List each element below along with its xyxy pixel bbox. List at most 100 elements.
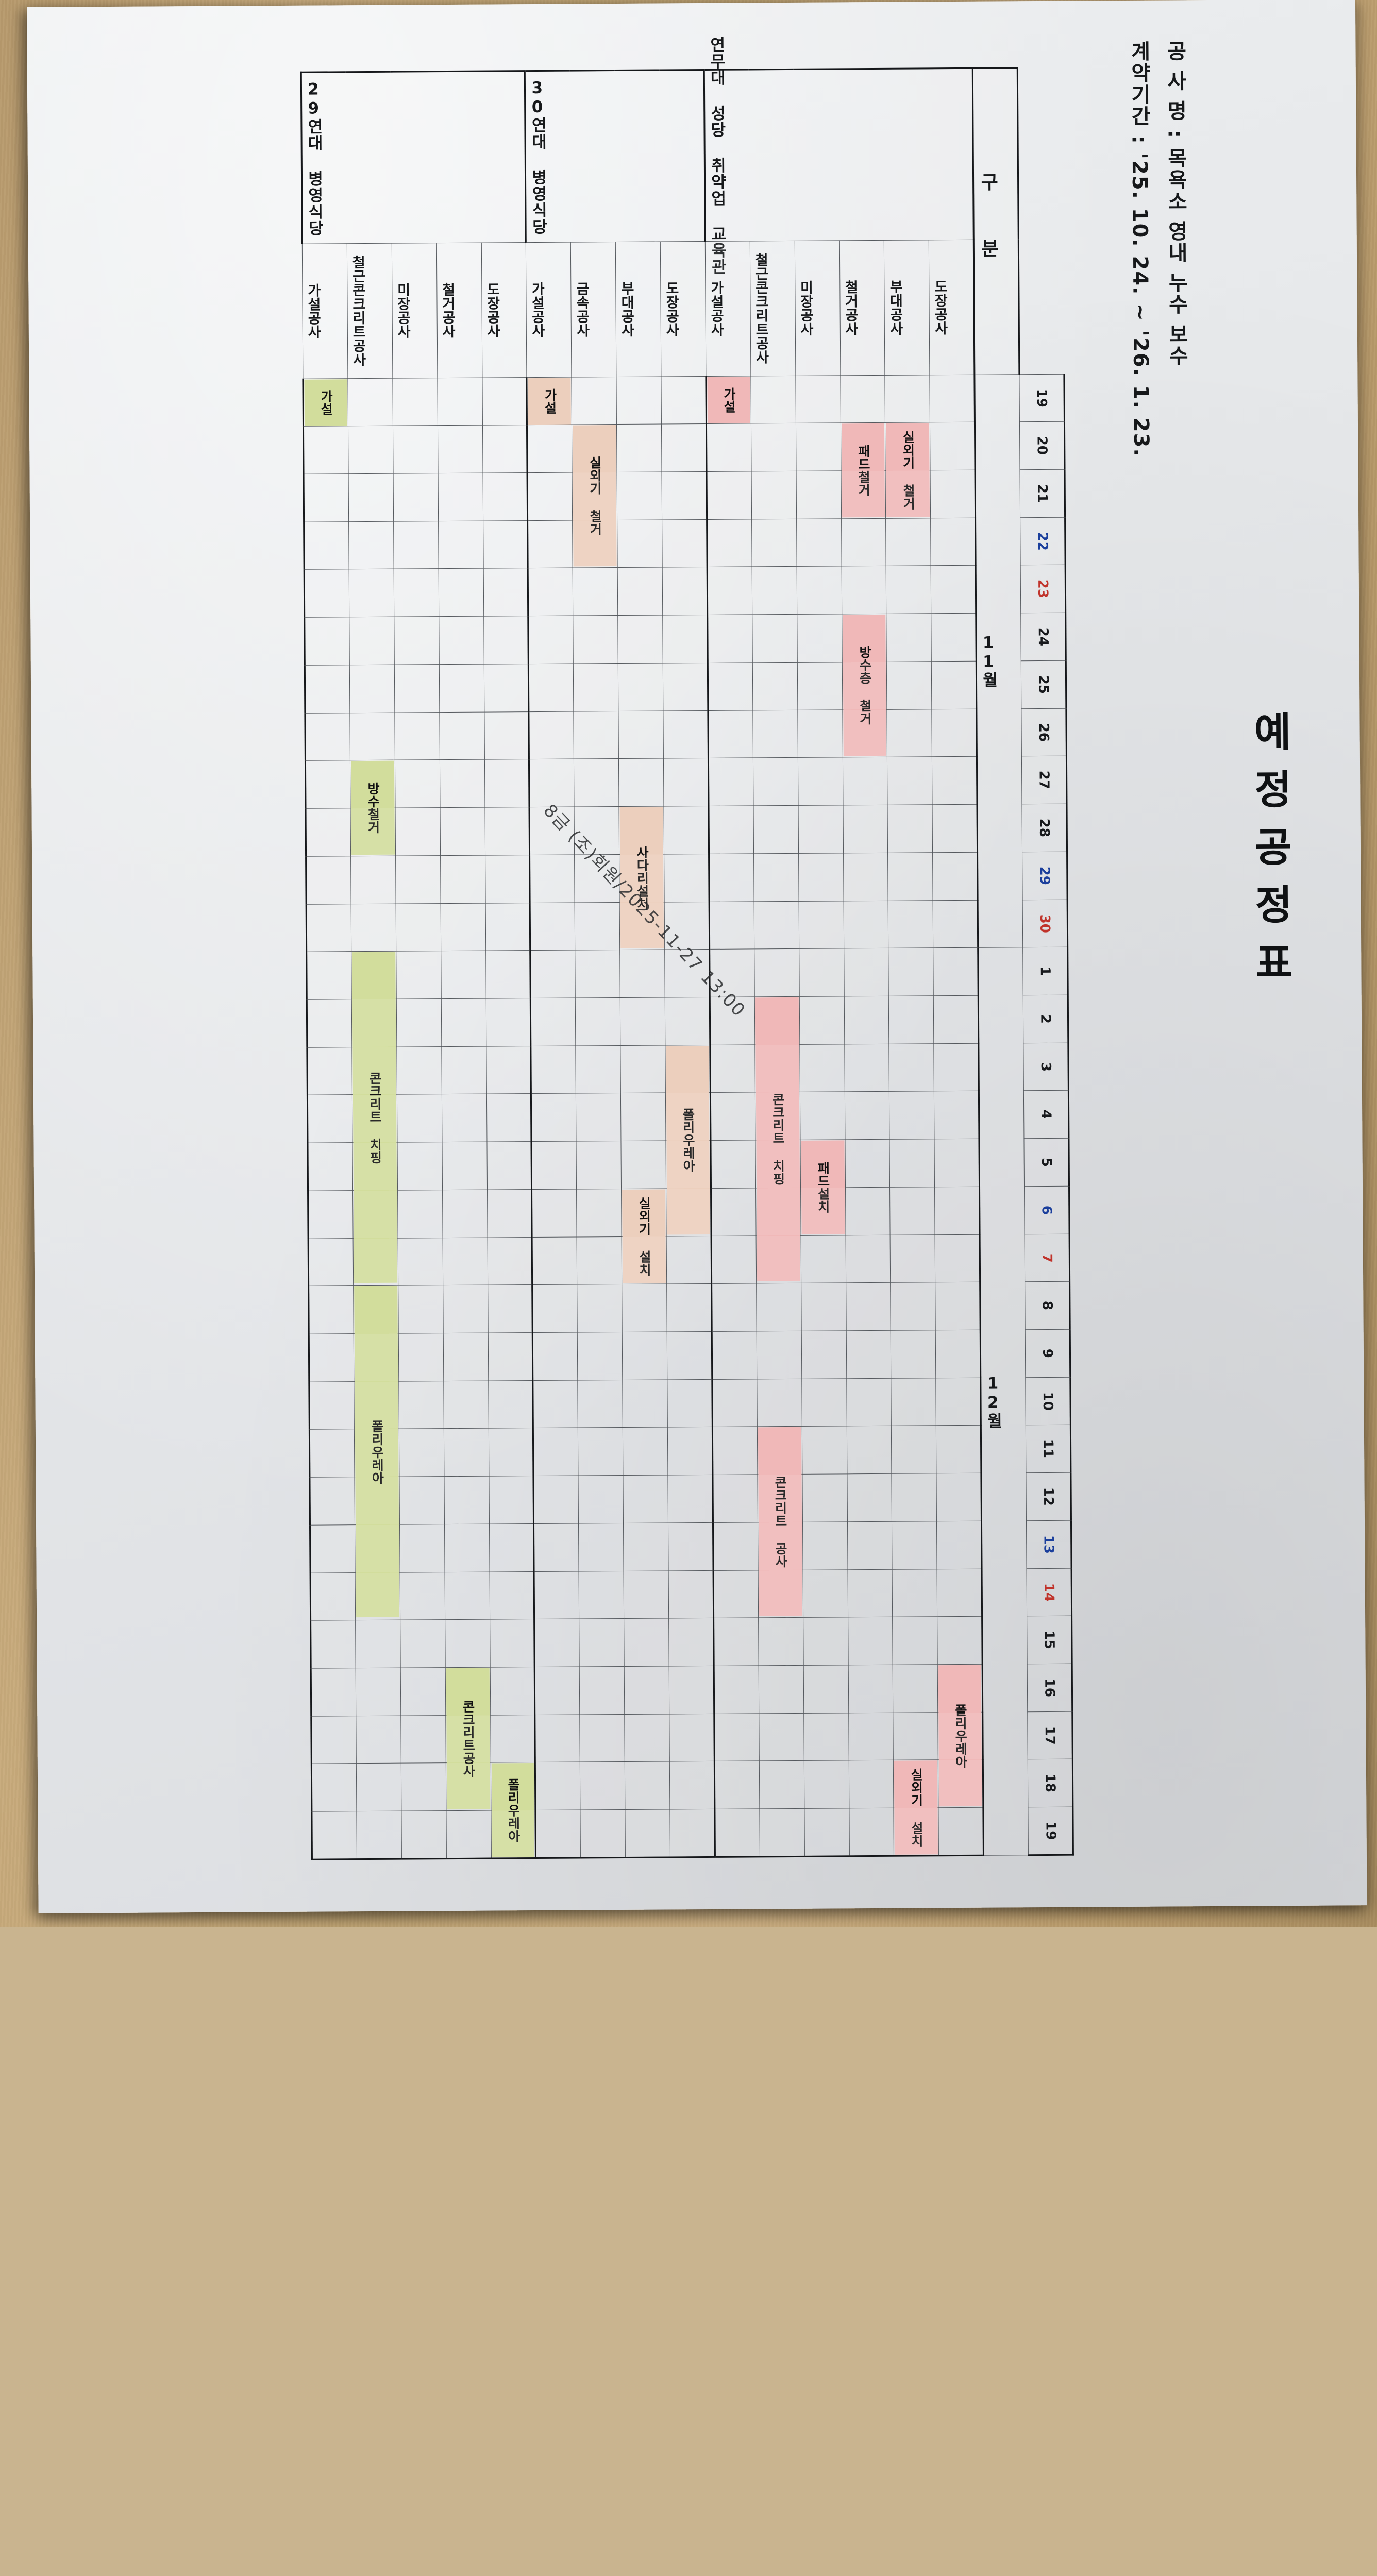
schedule-cell[interactable]	[490, 1619, 535, 1668]
schedule-cell[interactable]	[848, 1760, 894, 1808]
schedule-cell[interactable]	[349, 617, 395, 665]
schedule-cell[interactable]	[797, 614, 842, 663]
schedule-cell[interactable]	[356, 1763, 401, 1811]
schedule-cell[interactable]	[713, 1522, 758, 1570]
schedule-cell[interactable]	[488, 1332, 533, 1381]
schedule-cell[interactable]	[309, 1477, 355, 1526]
schedule-cell[interactable]	[483, 520, 528, 569]
schedule-cell[interactable]	[349, 712, 395, 761]
schedule-cell[interactable]	[756, 1283, 801, 1331]
schedule-cell[interactable]	[441, 998, 486, 1047]
schedule-cell[interactable]	[663, 806, 709, 854]
schedule-cell[interactable]	[306, 808, 351, 857]
schedule-cell[interactable]	[442, 1094, 487, 1142]
schedule-cell[interactable]	[572, 520, 618, 568]
schedule-cell[interactable]	[482, 425, 528, 473]
schedule-cell[interactable]	[577, 1332, 623, 1380]
schedule-cell[interactable]	[307, 1142, 353, 1191]
schedule-cell[interactable]	[938, 1759, 984, 1808]
schedule-cell[interactable]	[393, 521, 439, 569]
schedule-cell[interactable]: 실외기 설치	[893, 1760, 939, 1855]
schedule-cell[interactable]	[351, 903, 396, 952]
schedule-cell[interactable]	[666, 1188, 711, 1236]
schedule-cell[interactable]	[755, 1188, 801, 1236]
schedule-cell[interactable]	[711, 1235, 757, 1284]
schedule-cell[interactable]	[308, 1190, 353, 1239]
schedule-cell[interactable]	[798, 853, 844, 901]
schedule-cell[interactable]	[759, 1713, 804, 1761]
schedule-cell[interactable]	[664, 854, 710, 902]
schedule-cell[interactable]: 폴리우레아	[937, 1664, 983, 1807]
schedule-cell[interactable]	[399, 1524, 445, 1572]
schedule-cell[interactable]	[753, 853, 799, 902]
schedule-cell[interactable]	[355, 1572, 400, 1620]
schedule-cell[interactable]	[489, 1476, 534, 1524]
schedule-cell[interactable]	[398, 1333, 444, 1381]
schedule-cell[interactable]	[308, 1238, 354, 1286]
schedule-cell[interactable]	[443, 1380, 489, 1429]
schedule-cell[interactable]	[393, 425, 438, 474]
schedule-cell[interactable]	[531, 1141, 577, 1190]
schedule-cell[interactable]	[756, 1331, 802, 1379]
schedule-cell[interactable]	[937, 1616, 983, 1665]
schedule-cell[interactable]	[617, 472, 662, 520]
schedule-cell[interactable]	[311, 1811, 357, 1860]
schedule-cell[interactable]	[751, 423, 796, 471]
schedule-cell[interactable]	[484, 759, 530, 808]
schedule-cell[interactable]	[573, 615, 618, 664]
schedule-cell[interactable]	[757, 1474, 803, 1522]
schedule-cell[interactable]	[932, 756, 978, 805]
schedule-cell[interactable]	[483, 568, 529, 617]
schedule-cell[interactable]	[485, 998, 531, 1046]
schedule-cell[interactable]	[491, 1810, 536, 1859]
schedule-cell[interactable]	[304, 473, 349, 522]
schedule-cell[interactable]	[803, 1617, 848, 1666]
schedule-cell[interactable]	[845, 1234, 891, 1283]
schedule-cell[interactable]	[616, 424, 662, 472]
schedule-cell[interactable]	[887, 709, 932, 757]
schedule-cell[interactable]	[576, 1045, 621, 1094]
schedule-cell[interactable]	[754, 1044, 800, 1093]
schedule-cell[interactable]	[535, 1762, 581, 1810]
schedule-cell[interactable]	[444, 1476, 490, 1524]
schedule-cell[interactable]	[304, 569, 349, 618]
schedule-cell[interactable]	[708, 805, 754, 854]
schedule-cell[interactable]	[356, 1668, 401, 1716]
schedule-cell[interactable]	[530, 950, 576, 998]
schedule-cell[interactable]	[893, 1712, 938, 1760]
schedule-cell[interactable]	[528, 568, 573, 616]
schedule-cell[interactable]	[399, 1572, 445, 1620]
schedule-cell[interactable]	[892, 1521, 937, 1569]
schedule-cell[interactable]	[843, 805, 888, 853]
schedule-cell[interactable]	[309, 1381, 355, 1430]
schedule-cell[interactable]	[801, 1378, 847, 1427]
schedule-cell[interactable]	[400, 1715, 446, 1764]
schedule-cell[interactable]	[757, 1379, 802, 1427]
schedule-cell[interactable]	[310, 1524, 355, 1573]
schedule-cell[interactable]	[890, 1234, 935, 1283]
schedule-cell[interactable]	[399, 1476, 445, 1524]
schedule-cell[interactable]	[305, 665, 350, 713]
schedule-cell[interactable]	[663, 663, 708, 711]
schedule-cell[interactable]	[667, 1379, 713, 1428]
schedule-cell[interactable]	[623, 1522, 669, 1571]
schedule-cell[interactable]	[751, 519, 797, 567]
schedule-cell[interactable]	[755, 1140, 801, 1188]
schedule-cell[interactable]: 콘크리트 치핑	[351, 951, 397, 1283]
schedule-cell[interactable]	[622, 1284, 667, 1332]
schedule-cell[interactable]	[527, 425, 573, 473]
schedule-cell[interactable]	[397, 1094, 442, 1143]
schedule-cell[interactable]	[930, 518, 976, 566]
schedule-cell[interactable]	[574, 758, 619, 807]
schedule-cell[interactable]	[759, 1760, 804, 1809]
schedule-cell[interactable]	[885, 518, 931, 566]
schedule-cell[interactable]	[355, 1620, 400, 1668]
schedule-cell[interactable]	[936, 1425, 982, 1473]
schedule-cell[interactable]: 실외기 철거	[572, 424, 617, 567]
schedule-cell[interactable]	[348, 473, 394, 522]
schedule-cell[interactable]	[486, 1046, 531, 1094]
schedule-cell[interactable]	[576, 1141, 622, 1189]
schedule-cell[interactable]: 콘크리트 공사	[757, 1426, 802, 1616]
schedule-cell[interactable]	[845, 1187, 891, 1235]
schedule-cell[interactable]	[709, 853, 754, 902]
